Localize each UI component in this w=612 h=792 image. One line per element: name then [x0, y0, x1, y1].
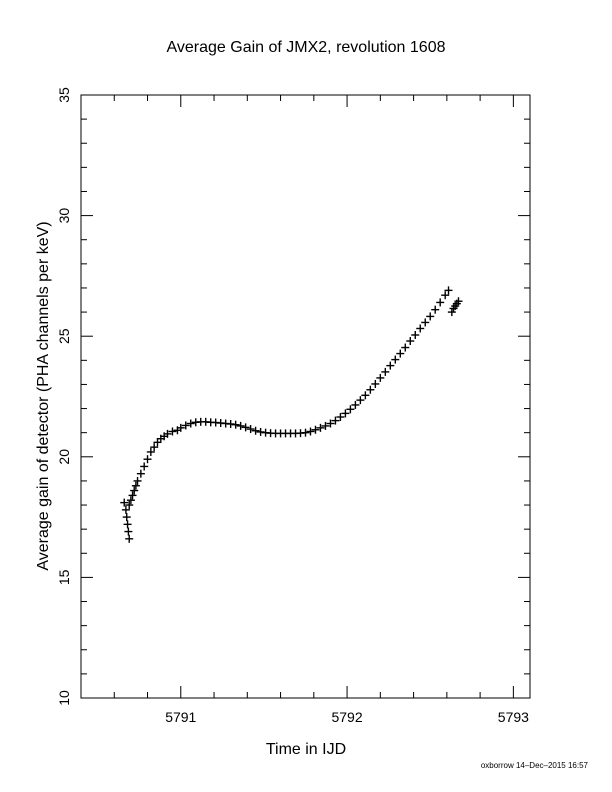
data-point [351, 400, 360, 409]
data-point [256, 427, 265, 436]
y-axis-tick-labels: 10 15 20 25 30 35 [56, 87, 72, 706]
data-point [454, 297, 463, 306]
data-point [186, 419, 195, 428]
chart-title: Average Gain of JMX2, revolution 1608 [167, 39, 446, 56]
data-point [326, 419, 335, 428]
data-point [431, 305, 440, 314]
data-point [406, 337, 415, 346]
data-point [128, 491, 137, 500]
data-point [123, 520, 132, 529]
data-point [131, 481, 140, 490]
data-point [444, 286, 453, 295]
data-point [126, 496, 135, 505]
data-point [331, 416, 340, 425]
data-point [386, 361, 395, 370]
x-axis-tick-labels: 5791 5792 5793 [165, 709, 529, 725]
data-point [226, 419, 235, 428]
y-tick-label: 30 [56, 208, 72, 224]
data-point [371, 379, 380, 388]
data-point [176, 423, 185, 432]
data-point [163, 429, 172, 438]
data-point [143, 455, 152, 464]
data-point [306, 427, 315, 436]
x-axis-label: Time in IJD [266, 741, 346, 758]
data-point [447, 308, 456, 317]
data-point [125, 534, 134, 543]
y-tick-label: 35 [56, 87, 72, 103]
data-point [125, 501, 134, 510]
data-point [421, 318, 430, 327]
data-point [311, 425, 320, 434]
data-point [396, 349, 405, 358]
x-tick-label: 5792 [331, 709, 362, 725]
data-point [336, 413, 345, 422]
data-point [401, 343, 410, 352]
data-point [416, 324, 425, 333]
data-point [130, 486, 139, 495]
data-point [120, 498, 129, 507]
data-point [316, 423, 325, 432]
data-point [122, 513, 131, 522]
footer-credit: oxborrow 14–Dec–2015 16:57 [481, 761, 589, 770]
data-point [150, 443, 159, 452]
y-tick-label: 10 [56, 690, 72, 706]
data-point [301, 428, 310, 437]
data-point [121, 505, 130, 514]
x-tick-label: 5791 [165, 709, 196, 725]
data-point [124, 527, 133, 536]
y-tick-label: 25 [56, 328, 72, 344]
data-point [381, 367, 390, 376]
data-point [366, 385, 375, 394]
data-point [133, 476, 142, 485]
data-point [246, 425, 255, 434]
data-point [361, 391, 370, 400]
data-points [120, 286, 463, 543]
data-point [346, 405, 355, 414]
data-point [168, 427, 177, 436]
data-point [136, 469, 145, 478]
y-tick-label: 15 [56, 569, 72, 585]
y-axis-ticks [81, 94, 530, 699]
data-point [321, 421, 330, 430]
data-point [341, 409, 350, 418]
x-axis-ticks [80, 95, 514, 698]
data-point [376, 373, 385, 382]
data-point [441, 291, 450, 300]
data-point [236, 421, 245, 430]
data-point [241, 423, 250, 432]
data-point [436, 298, 445, 307]
data-point [231, 420, 240, 429]
data-point [356, 396, 365, 405]
data-point [146, 447, 155, 456]
data-point [251, 426, 260, 435]
data-point [140, 462, 149, 471]
x-tick-label: 5793 [498, 709, 529, 725]
data-point [391, 355, 400, 364]
plot-frame [80, 94, 531, 699]
data-point [181, 421, 190, 430]
y-tick-label: 20 [56, 449, 72, 465]
data-point [426, 312, 435, 321]
y-axis-label: Average gain of detector (PHA channels p… [35, 221, 52, 570]
data-point [411, 330, 420, 339]
